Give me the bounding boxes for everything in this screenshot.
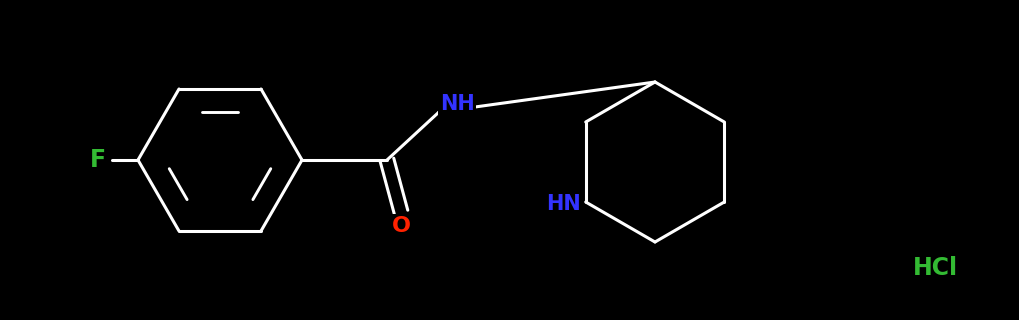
Text: NH: NH (439, 94, 474, 114)
Text: F: F (90, 148, 106, 172)
Text: O: O (391, 216, 410, 236)
Text: HCl: HCl (912, 256, 957, 280)
Text: HN: HN (546, 194, 581, 214)
